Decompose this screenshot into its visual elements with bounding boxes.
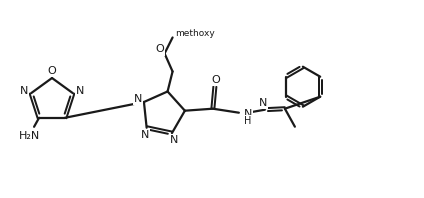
Text: N: N xyxy=(140,130,149,140)
Text: H: H xyxy=(244,116,251,126)
Text: N: N xyxy=(244,109,252,119)
Text: N: N xyxy=(76,86,84,96)
Text: N: N xyxy=(259,98,267,108)
Text: N: N xyxy=(20,86,28,96)
Text: methoxy: methoxy xyxy=(176,29,215,38)
Text: N: N xyxy=(134,94,142,104)
Text: O: O xyxy=(47,66,56,76)
Text: N: N xyxy=(170,135,178,145)
Text: O: O xyxy=(155,45,164,54)
Text: O: O xyxy=(212,75,220,85)
Text: H₂N: H₂N xyxy=(18,131,40,141)
